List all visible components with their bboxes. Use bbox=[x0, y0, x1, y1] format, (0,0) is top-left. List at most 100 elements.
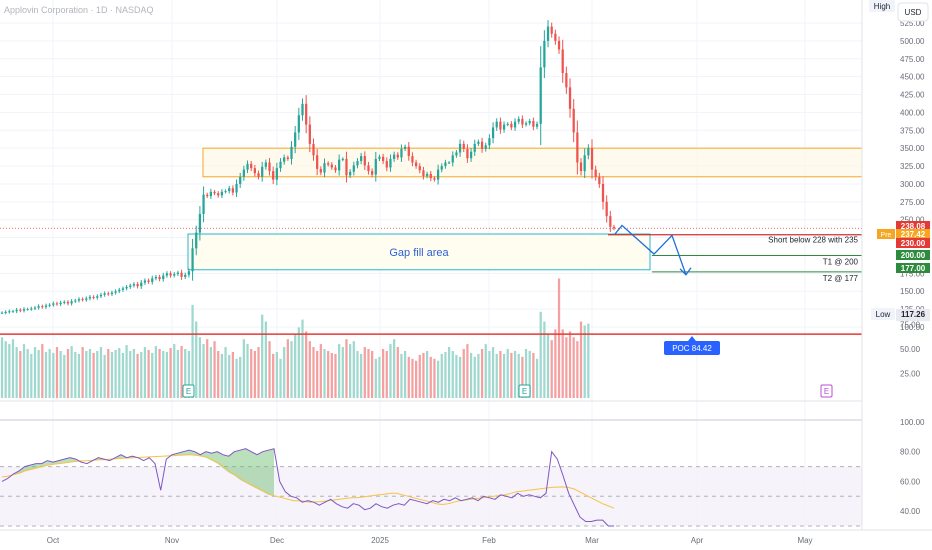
candle-body bbox=[26, 309, 29, 311]
volume-bar bbox=[198, 337, 202, 398]
earnings-marker-label-2: E bbox=[824, 387, 829, 396]
price-tag-2: 230.00 bbox=[901, 239, 926, 248]
candle-body bbox=[312, 143, 315, 156]
volume-bar bbox=[118, 348, 121, 398]
rsi-line bbox=[1, 448, 614, 527]
time-tick-6: Apr bbox=[691, 536, 704, 545]
volume-bar bbox=[506, 349, 509, 398]
volume-bar bbox=[572, 337, 575, 398]
projection-arrow[interactable] bbox=[614, 224, 692, 276]
candle-body bbox=[162, 275, 165, 280]
volume-bar bbox=[74, 351, 77, 398]
price-tag-0: 238.08 bbox=[901, 222, 926, 231]
volume-bar bbox=[162, 350, 165, 398]
candle-body bbox=[22, 309, 26, 311]
volume-bar bbox=[473, 356, 476, 398]
volume-bar bbox=[297, 327, 300, 398]
volume-bar bbox=[524, 349, 528, 398]
price-tag-box-5 bbox=[896, 309, 930, 321]
volume-bar bbox=[356, 350, 359, 398]
candle-body bbox=[473, 143, 476, 152]
candle-body bbox=[187, 271, 191, 275]
volume-bar bbox=[132, 349, 136, 398]
currency-button[interactable] bbox=[897, 2, 929, 22]
volume-bar bbox=[15, 347, 18, 398]
candle-body bbox=[0, 312, 4, 314]
candle-body bbox=[96, 296, 99, 298]
price-tick-17: 100.00 bbox=[900, 323, 925, 332]
candle-body bbox=[363, 156, 366, 166]
volume-bar bbox=[272, 353, 275, 398]
price-tag-box-2 bbox=[896, 238, 930, 248]
candle-body bbox=[462, 143, 465, 149]
volume-bar bbox=[418, 354, 421, 398]
candle-body bbox=[74, 300, 77, 302]
volume-bar bbox=[96, 350, 99, 398]
volume-bar bbox=[48, 349, 51, 398]
volume-bar bbox=[535, 358, 539, 398]
volume-bar bbox=[286, 339, 289, 398]
volume-bar bbox=[480, 349, 484, 398]
candle-body bbox=[92, 296, 95, 298]
candle-body bbox=[217, 193, 220, 196]
volume-bar bbox=[81, 347, 84, 398]
volume-bar bbox=[392, 339, 396, 398]
volume-bar bbox=[499, 350, 502, 398]
candle-body bbox=[330, 164, 333, 168]
volume-bar bbox=[414, 360, 418, 398]
earnings-marker-label-0: E bbox=[186, 387, 191, 396]
candle-body bbox=[48, 304, 51, 306]
candle-body bbox=[250, 163, 253, 169]
candle-body bbox=[63, 301, 66, 303]
volume-bar bbox=[154, 346, 158, 398]
poc-box bbox=[664, 341, 720, 355]
candle-body bbox=[425, 173, 429, 177]
candle-body bbox=[436, 169, 440, 180]
candle-body bbox=[411, 156, 414, 163]
candle-body bbox=[576, 132, 579, 163]
candle-body bbox=[169, 273, 172, 276]
candle-body bbox=[334, 167, 337, 171]
price-tick-10: 275.00 bbox=[900, 198, 925, 207]
volume-bar bbox=[433, 358, 436, 398]
volume-bar bbox=[308, 341, 311, 398]
volume-bar bbox=[532, 352, 535, 398]
volume-bar bbox=[554, 329, 557, 398]
candle-body bbox=[114, 291, 117, 293]
price-tag-3: 200.00 bbox=[901, 251, 926, 260]
volume-bar bbox=[136, 353, 139, 398]
candle-body bbox=[598, 176, 601, 184]
candle-body bbox=[235, 183, 238, 193]
candle-body bbox=[455, 152, 458, 156]
price-tick-7: 350.00 bbox=[900, 144, 925, 153]
candle-body bbox=[275, 168, 278, 180]
candle-body bbox=[129, 285, 132, 287]
candle-body bbox=[444, 162, 447, 167]
volume-bar bbox=[400, 353, 403, 398]
price-tag-1: 237.42 bbox=[901, 230, 926, 239]
volume-bar bbox=[316, 350, 319, 398]
volume-bar bbox=[455, 354, 458, 398]
volume-bar bbox=[440, 353, 443, 398]
candle-body bbox=[224, 191, 227, 193]
candle-body bbox=[209, 191, 213, 197]
candle-body bbox=[136, 284, 139, 287]
candle-body bbox=[107, 293, 110, 295]
volume-bar bbox=[528, 350, 531, 398]
candle-body bbox=[488, 138, 491, 146]
volume-bar bbox=[195, 321, 198, 398]
candle-body bbox=[583, 155, 586, 172]
volume-bar bbox=[66, 349, 70, 398]
volume-bar bbox=[59, 350, 62, 398]
candle-body bbox=[323, 163, 326, 173]
time-tick-5: Mar bbox=[585, 536, 599, 545]
candle-body bbox=[543, 40, 546, 68]
price-tick-2: 475.00 bbox=[900, 55, 925, 64]
volume-bar bbox=[495, 353, 498, 398]
volume-bar bbox=[469, 352, 473, 398]
candle-body bbox=[352, 165, 355, 172]
candle-body bbox=[440, 166, 443, 170]
volume-bar bbox=[213, 341, 216, 398]
